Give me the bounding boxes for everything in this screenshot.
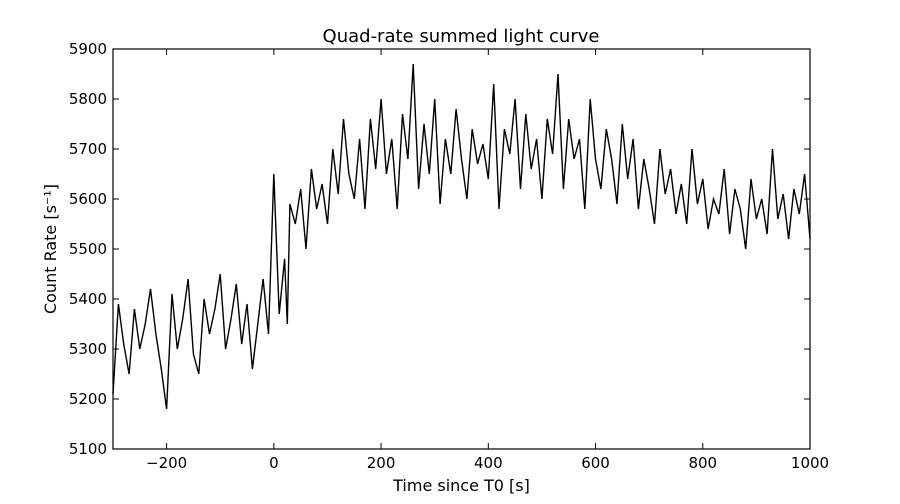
x-tick-label: 1000 — [791, 454, 829, 472]
y-axis: 5100 5200 5300 5400 5500 5600 5700 5800 5900 — [69, 40, 810, 458]
y-tick-label: 5800 — [69, 90, 107, 108]
y-tick-label: 5500 — [69, 240, 107, 258]
y-tick-label: 5200 — [69, 390, 107, 408]
chart-title: Quad-rate summed light curve — [323, 26, 600, 47]
x-tick-label: −200 — [146, 454, 187, 472]
x-tick-label: 200 — [367, 454, 396, 472]
y-tick-label: 5400 — [69, 290, 107, 308]
y-tick-label: 5100 — [69, 440, 107, 458]
series-layer — [112, 63, 811, 410]
x-axis-label: Time since T0 [s] — [392, 476, 530, 495]
y-tick-label: 5900 — [69, 40, 107, 58]
y-tick-label: 5600 — [69, 190, 107, 208]
series-line — [112, 63, 811, 410]
x-tick-label: 0 — [269, 454, 279, 472]
x-tick-label: 400 — [474, 454, 503, 472]
x-axis: −200 0 200 400 600 800 1000 — [146, 49, 829, 472]
plot-frame — [112, 48, 811, 450]
y-tick-label: 5700 — [69, 140, 107, 158]
y-tick-label: 5300 — [69, 340, 107, 358]
x-tick-label: 800 — [688, 454, 717, 472]
x-tick-label: 600 — [581, 454, 610, 472]
y-axis-label: Count Rate [s⁻¹] — [41, 184, 60, 314]
